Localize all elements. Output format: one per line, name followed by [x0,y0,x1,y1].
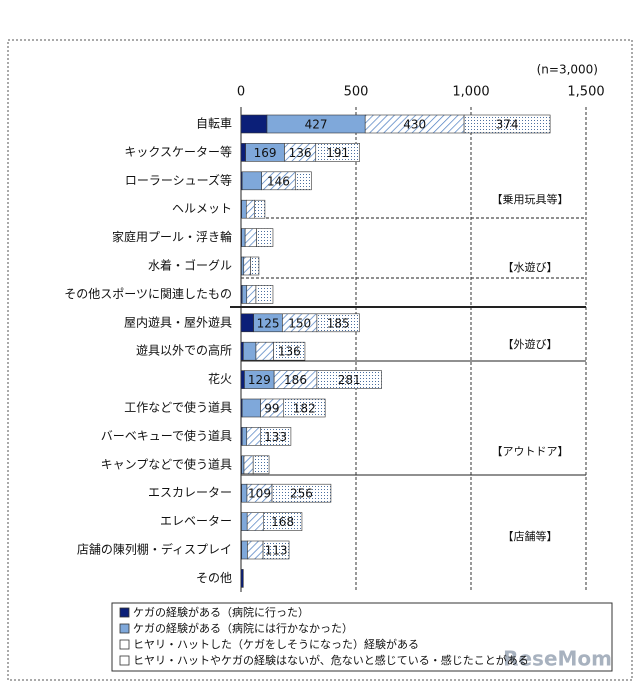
bar-segment [295,172,311,190]
value-label: 182 [293,402,316,416]
bar-segment [242,456,244,474]
bar-segment [247,541,263,559]
bar-segment [242,427,247,445]
category-label: 水着・ゴーグル [148,258,232,273]
bar-segment [254,200,265,218]
bar-segment [256,342,274,360]
legend-label: ヒヤリ・ハットやケガの経験はないが、危ないと感じている・感じたことがある [133,653,529,667]
value-label: 113 [265,544,288,558]
category-label: 家庭用プール・浮き輪 [112,229,232,244]
x-tick-label: 0 [237,85,245,100]
bar-segment [256,285,273,303]
bar-segment [247,285,256,303]
category-label: エレベーター [160,514,232,528]
value-label: 125 [257,316,280,330]
legend-swatch [120,624,129,633]
value-label: 256 [290,487,313,501]
bar-segment [241,513,247,531]
bar-segment [241,257,243,275]
bar-segment [251,257,259,275]
value-label: 133 [264,430,287,444]
legend-swatch [120,640,129,649]
category-label: ヘルメット [172,202,232,216]
category-label: その他 [196,571,232,585]
outer-frame [8,40,632,680]
bar-segment [247,427,261,445]
bar-segment [257,229,273,247]
category-label: 店舗の陳列棚・ディスプレイ [77,542,232,557]
value-label: 430 [403,118,426,132]
bar-segment [242,229,245,247]
group-label: 【店舗等】 [503,529,558,543]
group-label: 【外遊び】 [503,337,558,351]
bar-segment [244,456,253,474]
x-tick-label: 500 [344,85,369,100]
value-label: 109 [248,487,271,501]
value-label: 99 [264,402,279,416]
value-label: 427 [305,118,328,132]
bar-segment [241,569,243,587]
value-label: 150 [288,316,311,330]
bar-segment [247,513,263,531]
value-label: 146 [267,174,290,188]
category-label: キックスケーター等 [124,145,232,159]
bar-segment [241,314,254,332]
value-label: 186 [284,373,307,387]
bar-segment [241,115,267,133]
bar-segment [242,541,248,559]
category-label: ローラーシューズ等 [125,172,232,187]
category-label: その他スポーツに関連したもの [64,287,232,301]
legend-swatch [120,608,129,617]
sample-size-note: (n=3,000) [537,63,598,77]
legend-swatch [120,656,129,665]
value-label: 129 [248,373,271,387]
bar-segment [242,200,247,218]
category-label: 自転車 [196,117,232,131]
category-label: 遊具以外での高所 [136,343,232,358]
category-label: バーベキューで使う道具 [101,428,232,443]
group-label: 【乗用玩具等】 [492,192,569,206]
bar-segment [253,456,269,474]
bar-segment [242,172,262,190]
category-label: キャンプなどで使う道具 [101,456,232,471]
bar-segment [245,229,257,247]
group-label: 【アウトドア】 [492,445,569,458]
legend-label: ヒヤリ・ハットした（ケガをしそうになった）経験がある [133,637,419,651]
bar-segment [242,484,247,502]
x-tick-label: 1,000 [452,85,489,100]
legend-label: ケガの経験がある（病院には行かなかった） [133,621,353,635]
x-tick-label: 1,500 [567,85,604,100]
value-label: 374 [496,118,519,132]
bar-segment [241,371,244,389]
value-label: 185 [327,316,350,330]
value-label: 281 [338,373,361,387]
value-label: 136 [289,146,312,160]
bar-segment [242,285,247,303]
bar-segment [246,200,254,218]
category-label: 屋内遊具・屋外遊具 [124,314,232,329]
legend-label: ケガの経験がある（病院に行った） [133,605,309,619]
bar-segment [243,342,256,360]
value-label: 169 [254,146,277,160]
value-label: 168 [271,515,294,529]
bar-segment [241,342,243,360]
group-label: 【水遊び】 [503,260,558,274]
bar-segment [242,399,260,417]
bar-segment [241,143,246,161]
value-label: 136 [278,345,301,359]
value-label: 191 [326,146,349,160]
bar-segment [244,257,251,275]
category-label: エスカレーター [148,486,232,500]
category-label: 花火 [208,371,232,386]
category-label: 工作などで使う道具 [124,400,232,415]
